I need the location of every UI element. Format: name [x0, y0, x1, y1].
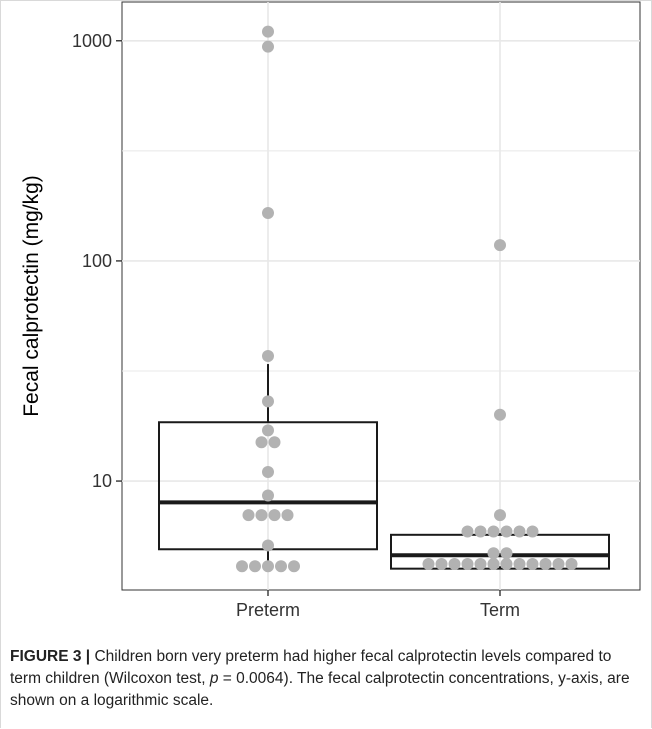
data-point: [262, 424, 274, 437]
data-point: [262, 207, 274, 220]
y-tick-label: 100: [82, 251, 112, 271]
data-point: [474, 525, 487, 538]
x-tick-label-preterm: Preterm: [236, 600, 300, 620]
data-point: [422, 558, 435, 571]
caption-text-1: Children born very preterm had higher fe…: [10, 648, 612, 687]
box-term: [390, 533, 610, 570]
x-axis: Preterm Term: [236, 590, 520, 620]
caption-text-2: = 0.0064). The fecal calprotectin concen…: [10, 670, 630, 709]
data-point: [487, 558, 500, 571]
data-point: [539, 558, 552, 571]
data-point: [268, 436, 281, 449]
data-point: [494, 509, 506, 522]
data-point: [262, 560, 274, 573]
data-point: [552, 558, 565, 571]
x-tick-label-term: Term: [480, 600, 520, 620]
y-tick-label: 1000: [72, 31, 112, 51]
plot-panel: [121, 1, 641, 591]
data-point: [461, 525, 474, 538]
y-tick-label: 10: [92, 471, 112, 491]
data-point: [236, 560, 248, 573]
caption-p-symbol: p: [209, 670, 219, 687]
data-point: [255, 436, 268, 449]
data-point: [565, 558, 578, 571]
data-point: [487, 525, 500, 538]
figure-caption: FIGURE 3 | Children born very preterm ha…: [10, 646, 642, 712]
y-axis: 10 100 1000: [72, 31, 122, 491]
box-plot: 10 100 1000 Preterm Term Fecal calprotectin…: [20, 1, 641, 620]
data-point: [249, 560, 261, 573]
data-point: [275, 560, 287, 573]
data-point: [262, 489, 274, 502]
data-point: [513, 525, 526, 538]
data-point: [494, 239, 506, 252]
data-point: [262, 395, 274, 408]
data-point: [262, 40, 274, 53]
data-point: [513, 558, 526, 571]
data-point: [494, 408, 506, 421]
data-point: [262, 25, 274, 38]
data-point: [500, 547, 513, 560]
data-point: [500, 558, 513, 571]
data-point: [448, 558, 461, 571]
data-point: [487, 547, 500, 560]
data-point: [435, 558, 448, 571]
data-point: [242, 509, 255, 522]
data-point: [500, 525, 513, 538]
data-point: [288, 560, 300, 573]
data-point: [526, 558, 539, 571]
data-point: [268, 509, 281, 522]
data-point: [526, 525, 539, 538]
data-point: [461, 558, 474, 571]
caption-label: FIGURE 3 |: [10, 648, 91, 665]
data-point: [255, 509, 268, 522]
data-point: [474, 558, 487, 571]
boxes-layer: [158, 364, 610, 570]
points-layer: [236, 25, 578, 573]
data-point: [262, 349, 274, 362]
data-point: [262, 539, 274, 552]
y-axis-title: Fecal calprotectin (mg/kg): [20, 175, 43, 417]
data-point: [262, 465, 274, 478]
data-point: [281, 509, 294, 522]
